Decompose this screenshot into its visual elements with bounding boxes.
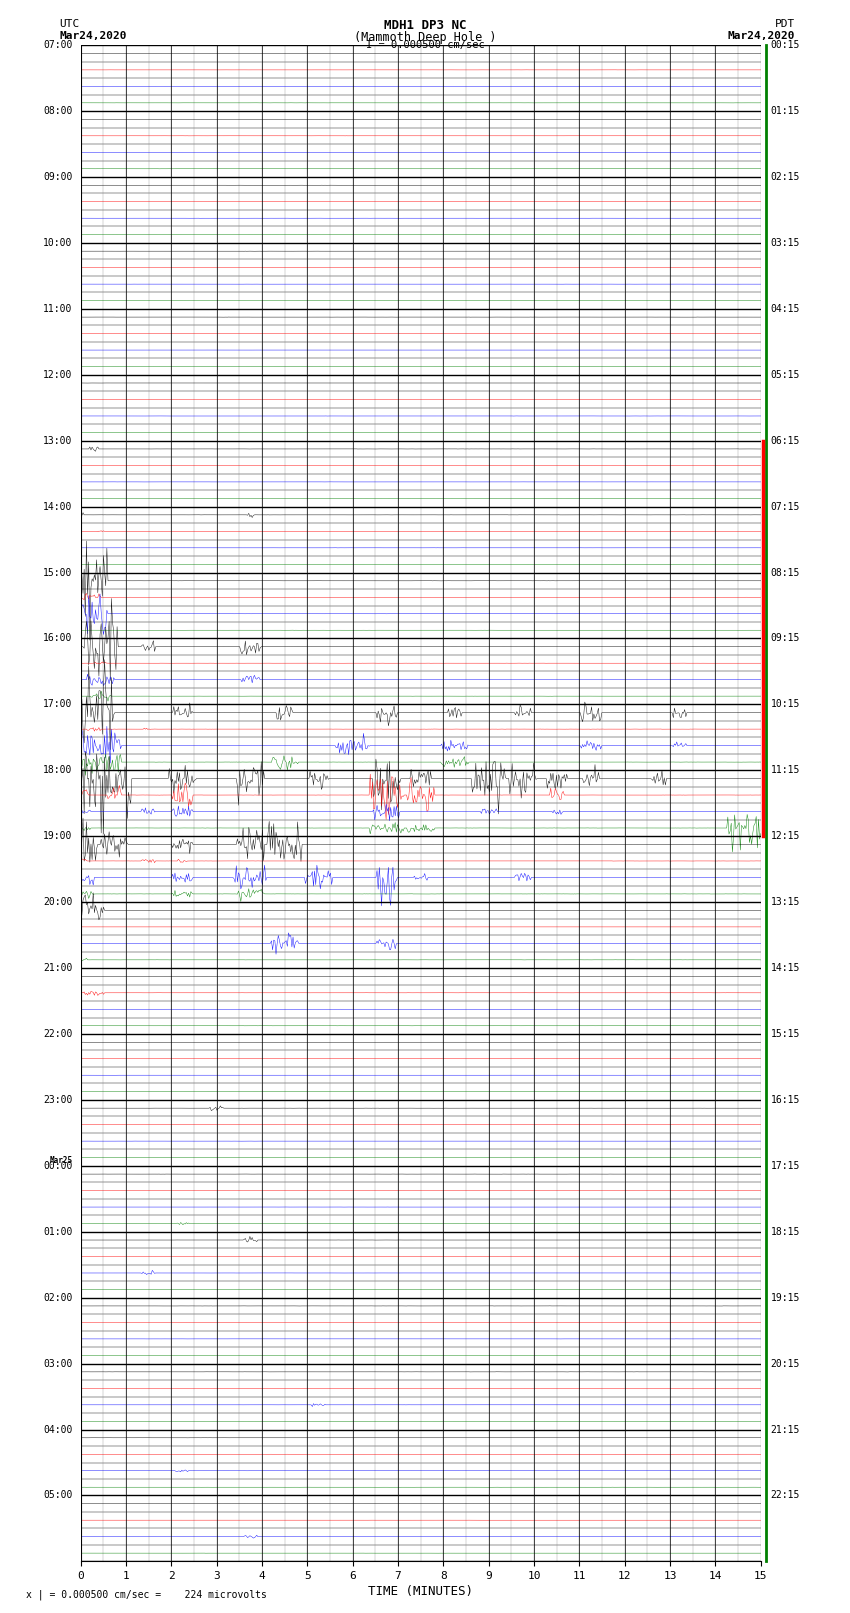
Text: 01:00: 01:00 (43, 1227, 72, 1237)
Text: 12:15: 12:15 (771, 831, 800, 842)
Text: 04:15: 04:15 (771, 303, 800, 315)
Text: 15:00: 15:00 (43, 568, 72, 577)
Text: 18:15: 18:15 (771, 1227, 800, 1237)
Text: 08:00: 08:00 (43, 106, 72, 116)
Text: 16:00: 16:00 (43, 634, 72, 644)
Text: Mar24,2020: Mar24,2020 (60, 31, 127, 40)
Text: 10:15: 10:15 (771, 700, 800, 710)
Text: 10:00: 10:00 (43, 239, 72, 248)
Text: 12:00: 12:00 (43, 369, 72, 379)
Text: 06:15: 06:15 (771, 436, 800, 445)
Text: 14:00: 14:00 (43, 502, 72, 511)
Text: 17:15: 17:15 (771, 1161, 800, 1171)
Text: UTC: UTC (60, 19, 80, 29)
Text: Mar25: Mar25 (49, 1155, 72, 1165)
Text: 23:00: 23:00 (43, 1095, 72, 1105)
Text: 17:00: 17:00 (43, 700, 72, 710)
Text: 02:15: 02:15 (771, 173, 800, 182)
Text: 13:15: 13:15 (771, 897, 800, 907)
Text: 16:15: 16:15 (771, 1095, 800, 1105)
Text: 04:00: 04:00 (43, 1424, 72, 1434)
Text: I = 0.000500 cm/sec: I = 0.000500 cm/sec (366, 40, 484, 50)
Text: 14:15: 14:15 (771, 963, 800, 973)
Text: 21:15: 21:15 (771, 1424, 800, 1434)
Text: Mar24,2020: Mar24,2020 (728, 31, 795, 40)
Text: 01:15: 01:15 (771, 106, 800, 116)
Text: 05:15: 05:15 (771, 369, 800, 379)
Text: 07:00: 07:00 (43, 40, 72, 50)
Text: 05:00: 05:00 (43, 1490, 72, 1500)
Text: 20:15: 20:15 (771, 1358, 800, 1368)
Text: 15:15: 15:15 (771, 1029, 800, 1039)
Text: 19:15: 19:15 (771, 1292, 800, 1303)
Text: 08:15: 08:15 (771, 568, 800, 577)
Text: 22:15: 22:15 (771, 1490, 800, 1500)
Text: 19:00: 19:00 (43, 831, 72, 842)
Text: 18:00: 18:00 (43, 765, 72, 776)
Text: x | = 0.000500 cm/sec =    224 microvolts: x | = 0.000500 cm/sec = 224 microvolts (26, 1589, 266, 1600)
Text: 07:15: 07:15 (771, 502, 800, 511)
Text: 03:00: 03:00 (43, 1358, 72, 1368)
Text: 00:00: 00:00 (43, 1161, 72, 1171)
Text: (Mammoth Deep Hole ): (Mammoth Deep Hole ) (354, 31, 496, 44)
Text: 21:00: 21:00 (43, 963, 72, 973)
Text: 09:00: 09:00 (43, 173, 72, 182)
Text: 09:15: 09:15 (771, 634, 800, 644)
Text: 20:00: 20:00 (43, 897, 72, 907)
Text: 11:00: 11:00 (43, 303, 72, 315)
Text: 13:00: 13:00 (43, 436, 72, 445)
Text: 02:00: 02:00 (43, 1292, 72, 1303)
Text: PDT: PDT (774, 19, 795, 29)
Text: 11:15: 11:15 (771, 765, 800, 776)
Text: MDH1 DP3 NC: MDH1 DP3 NC (383, 19, 467, 32)
Text: 03:15: 03:15 (771, 239, 800, 248)
Text: 00:15: 00:15 (771, 40, 800, 50)
Text: 22:00: 22:00 (43, 1029, 72, 1039)
X-axis label: TIME (MINUTES): TIME (MINUTES) (368, 1586, 473, 1598)
